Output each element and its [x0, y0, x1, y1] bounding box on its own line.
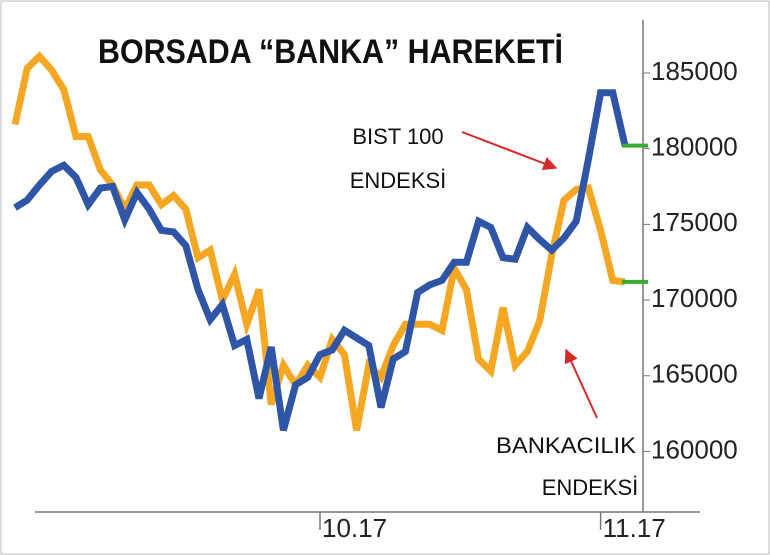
annotation: ENDEKSİ [350, 168, 447, 193]
chart-title: BORSADA “BANKA” HAREKETİ [98, 33, 563, 71]
arrow [564, 348, 598, 419]
x-tick-label: 11.17 [603, 513, 666, 543]
annotation: BANKACILIK [496, 433, 636, 458]
line-series [13, 89, 629, 432]
y-tick-label: 185000 [651, 56, 738, 86]
y-tick-label: 180000 [651, 132, 738, 162]
y-tick-label: 175000 [651, 207, 738, 237]
annotation: ENDEKSİ [542, 475, 639, 500]
y-tick-label: 160000 [651, 434, 738, 464]
y-tick-label: 170000 [651, 283, 738, 313]
y-tick-label: 165000 [651, 359, 738, 389]
x-tick-label: 10.17 [322, 513, 387, 543]
annotation: BIST 100 [352, 124, 443, 149]
arrow [461, 131, 558, 171]
